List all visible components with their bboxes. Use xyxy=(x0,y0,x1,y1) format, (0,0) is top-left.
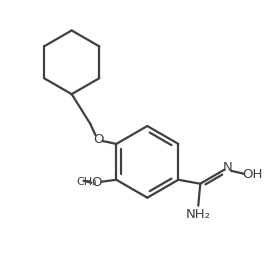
Text: O: O xyxy=(93,133,104,147)
Text: O: O xyxy=(91,176,102,189)
Text: NH₂: NH₂ xyxy=(186,208,211,221)
Text: CH₃: CH₃ xyxy=(77,177,97,187)
Text: N: N xyxy=(222,161,232,174)
Text: OH: OH xyxy=(242,168,262,181)
